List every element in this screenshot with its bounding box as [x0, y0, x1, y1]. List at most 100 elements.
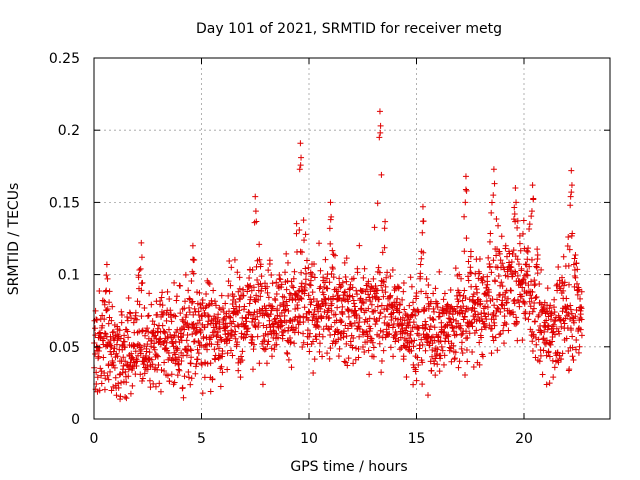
data-point	[338, 318, 345, 325]
data-point	[114, 353, 121, 360]
data-point	[215, 345, 222, 352]
data-point	[514, 337, 521, 344]
data-point	[174, 372, 181, 379]
data-point	[455, 298, 462, 305]
data-point	[439, 347, 446, 354]
data-point	[383, 326, 390, 333]
data-point	[511, 300, 518, 307]
data-point	[372, 321, 379, 328]
data-point	[425, 392, 432, 399]
data-point	[92, 332, 99, 339]
data-point	[306, 309, 313, 316]
data-point	[199, 296, 206, 303]
data-point	[530, 305, 537, 312]
data-point	[230, 318, 237, 325]
data-point	[225, 292, 232, 299]
data-point	[198, 361, 205, 368]
data-point	[431, 337, 438, 344]
data-point	[346, 292, 353, 299]
data-point	[231, 331, 238, 338]
data-point	[125, 334, 132, 341]
data-point	[531, 300, 538, 307]
data-point	[122, 358, 129, 365]
data-point	[494, 296, 501, 303]
data-point	[240, 292, 247, 299]
data-point	[284, 350, 291, 357]
data-point	[415, 325, 422, 332]
data-point	[274, 305, 281, 312]
data-point	[514, 217, 521, 224]
data-point	[283, 349, 290, 356]
data-point	[92, 307, 99, 314]
data-point	[523, 271, 530, 278]
data-point	[452, 265, 459, 272]
data-point	[463, 187, 470, 194]
data-point	[190, 257, 197, 264]
data-point	[434, 361, 441, 368]
data-point	[374, 200, 381, 207]
data-point	[110, 362, 117, 369]
data-point	[264, 283, 271, 290]
data-point	[265, 267, 272, 274]
data-point	[293, 325, 300, 332]
data-point	[316, 331, 323, 338]
data-point	[437, 355, 444, 362]
data-point	[572, 274, 579, 281]
data-point	[126, 309, 133, 316]
data-point	[287, 339, 294, 346]
data-point	[284, 337, 291, 344]
data-point	[145, 328, 152, 335]
data-point	[288, 364, 295, 371]
data-point	[564, 242, 571, 249]
data-point	[537, 352, 544, 359]
data-point	[358, 305, 365, 312]
data-point	[438, 343, 445, 350]
data-point	[213, 332, 220, 339]
data-point	[403, 373, 410, 380]
data-point	[448, 358, 455, 365]
data-point	[219, 369, 226, 376]
data-point	[338, 283, 345, 290]
data-point	[118, 319, 125, 326]
data-point	[113, 392, 120, 399]
data-point	[278, 284, 285, 291]
data-point	[515, 261, 522, 268]
data-point	[573, 260, 580, 267]
data-point	[553, 282, 560, 289]
data-point	[450, 342, 457, 349]
data-point	[297, 314, 304, 321]
data-point	[459, 297, 466, 304]
data-point	[573, 280, 580, 287]
data-point	[396, 346, 403, 353]
data-point	[461, 248, 468, 255]
plot-frame	[93, 57, 611, 420]
data-point	[512, 321, 519, 328]
data-point	[271, 346, 278, 353]
data-point	[410, 319, 417, 326]
data-point	[415, 308, 422, 315]
data-point	[459, 350, 466, 357]
data-point	[528, 278, 535, 285]
data-point	[293, 220, 300, 227]
data-point	[361, 348, 368, 355]
data-point	[508, 287, 515, 294]
data-point	[104, 275, 111, 282]
y-tick-label: 0.05	[49, 340, 80, 356]
data-point	[103, 272, 110, 279]
data-point	[224, 323, 231, 330]
data-point	[104, 305, 111, 312]
data-point	[546, 305, 553, 312]
data-point	[505, 295, 512, 302]
data-point	[143, 345, 150, 352]
data-point	[300, 339, 307, 346]
data-point	[292, 305, 299, 312]
data-point	[376, 134, 383, 141]
data-point	[410, 381, 417, 388]
data-point	[94, 374, 101, 381]
data-point	[447, 315, 454, 322]
data-point	[500, 322, 507, 329]
data-point	[472, 283, 479, 290]
data-point	[419, 203, 426, 210]
data-point	[462, 294, 469, 301]
data-point	[300, 217, 307, 224]
